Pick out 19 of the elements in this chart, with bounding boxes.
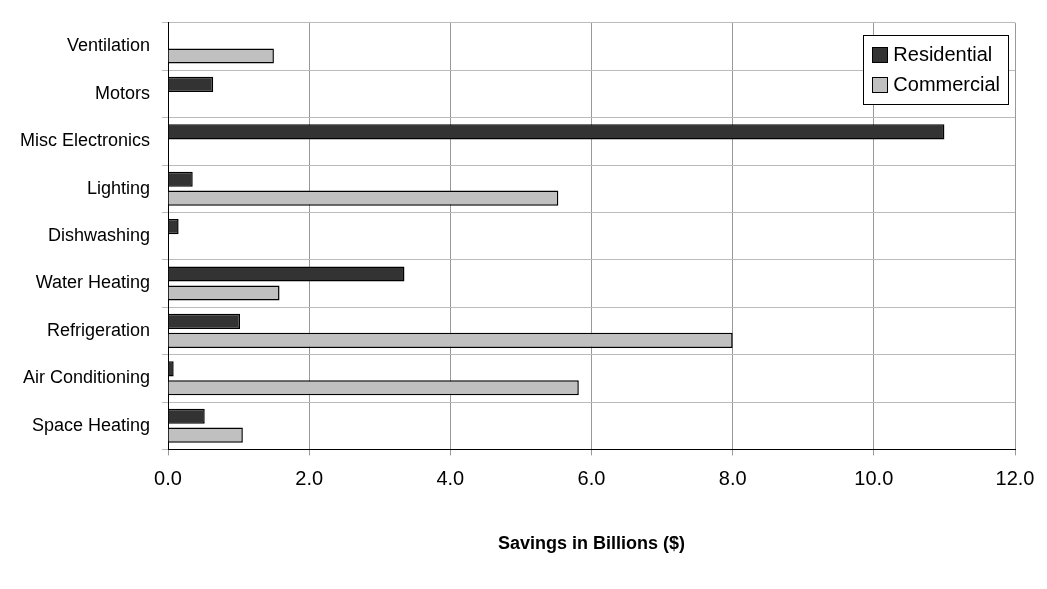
y-tick-label: Dishwashing (47, 225, 151, 246)
x-tick-label: 8.0 (718, 466, 747, 489)
y-tick-label: Lighting (86, 177, 151, 198)
x-axis-title: Savings in Billions ($) (498, 533, 686, 554)
y-tick-label: Water Heating (35, 272, 151, 293)
y-tick-label: Air Conditioning (22, 367, 151, 388)
x-tick-label: 0.0 (154, 466, 182, 489)
y-tick-label: Motors (95, 82, 151, 103)
legend-label: Residential (893, 43, 993, 67)
y-tick-label: Ventilation (66, 35, 151, 56)
x-tick-label: 4.0 (436, 466, 465, 489)
y-tick-label: Misc Electronics (19, 130, 151, 151)
x-tick-label: 10.0 (854, 466, 894, 489)
y-tick-label: Space Heating (31, 414, 151, 435)
y-tick-label: Refrigeration (46, 319, 151, 340)
x-tick-label: 12.0 (995, 466, 1035, 489)
x-tick-label: 6.0 (577, 466, 606, 489)
legend-label: Commercial (893, 73, 1000, 97)
x-tick-label: 2.0 (295, 466, 324, 489)
